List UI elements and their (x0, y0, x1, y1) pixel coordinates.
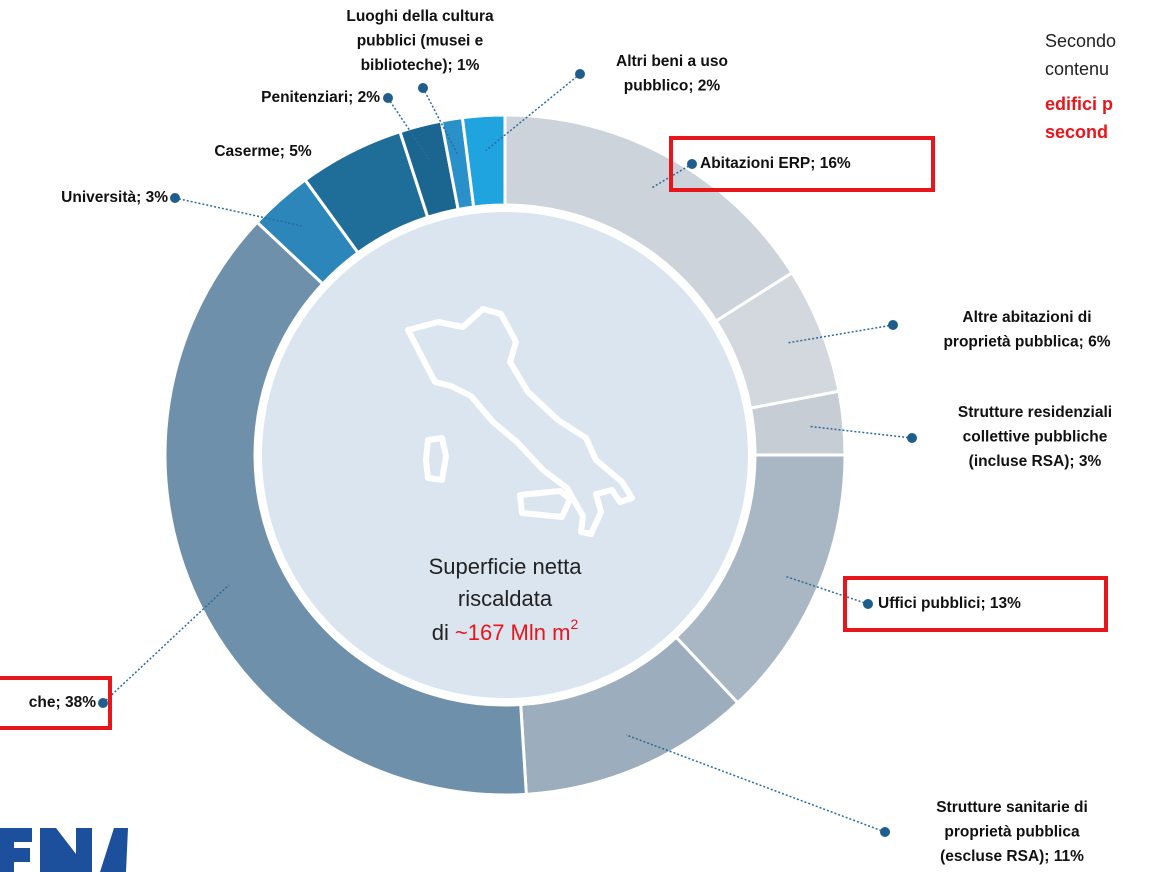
logo (0, 828, 128, 872)
leader-dot (888, 320, 898, 330)
labels: Abitazioni ERP; 16% Altre abitazioni di pr… (0, 8, 1112, 865)
highlight-box (843, 576, 1108, 632)
segment-label: pubblici (musei e (357, 33, 484, 50)
leader-dot (98, 698, 108, 708)
highlight-box (669, 136, 935, 192)
side-text: Secondo (1045, 31, 1116, 51)
leader-line (784, 575, 869, 605)
segment-label: proprietà pubblica (944, 824, 1080, 841)
segment-label: (escluse RSA); 11% (940, 848, 1084, 865)
center-text: riscaldata (458, 586, 553, 611)
leader-dot (687, 159, 697, 169)
segment-label: pubblico; 2% (624, 78, 721, 95)
center-text: Superficie netta (429, 554, 583, 579)
donut-segment (460, 113, 507, 209)
leader-line (387, 97, 430, 160)
segment-label: Penitenziari; 2% (261, 89, 380, 106)
segment-label: biblioteche); 1% (361, 57, 480, 74)
segment-label: Strutture residenziali (958, 404, 1112, 421)
segment-label: (incluse RSA); 3% (969, 453, 1102, 470)
leader-line (174, 197, 304, 227)
segment-label: collettive pubbliche (963, 429, 1108, 446)
segment-label: Altre abitazioni di (962, 309, 1091, 326)
leader-dot (575, 69, 585, 79)
leader-line (808, 425, 913, 439)
segment-label: Uffici pubblici; 13% (878, 595, 1021, 612)
leader-line (788, 324, 894, 344)
segment-label: che; 38% (29, 694, 96, 711)
leader-dot (907, 433, 917, 443)
leader-line (102, 584, 230, 704)
leader-dot (863, 599, 873, 609)
segment-label: Abitazioni ERP; 16% (700, 155, 851, 172)
side-text-bold: second (1045, 122, 1108, 142)
center-value: di ~167 Mln m2 (432, 616, 579, 645)
segment-label: Caserme; 5% (214, 143, 312, 160)
leader-line (485, 73, 581, 152)
highlight-box (0, 676, 112, 730)
side-text-bold: edifici p (1045, 94, 1113, 114)
segment-label: Strutture sanitarie di (936, 799, 1088, 816)
center-prefix: di (432, 620, 449, 645)
center-amount: ~167 Mln m (455, 620, 571, 645)
center-sup: 2 (570, 616, 578, 632)
leader-dot (880, 827, 890, 837)
segment-label: Luoghi della cultura (346, 8, 494, 25)
side-text: contenu (1045, 59, 1109, 79)
leader-dot (170, 193, 180, 203)
leader-line (422, 87, 458, 155)
segment-label: proprietà pubblica; 6% (943, 334, 1110, 351)
italy-map (405, 306, 635, 537)
segment-label: Università; 3% (61, 189, 168, 206)
donut-segment (163, 220, 528, 797)
leader-dot (383, 93, 393, 103)
donut (163, 113, 847, 797)
center-disc (262, 212, 748, 698)
leader-dot (418, 83, 428, 93)
segment-label: Altri beni a uso (616, 53, 728, 70)
